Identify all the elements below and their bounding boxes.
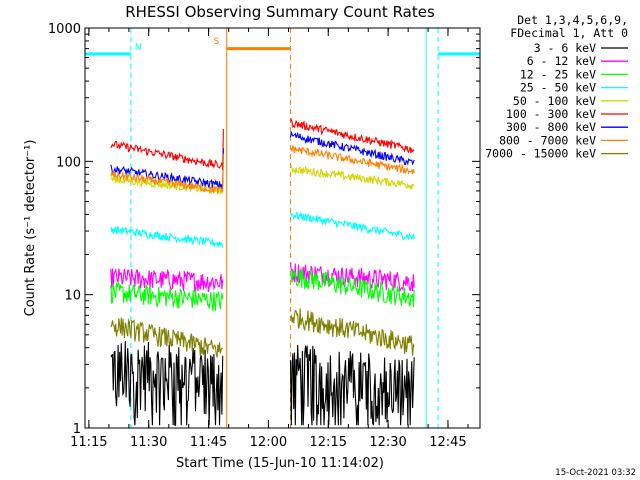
x-axis-label: Start Time (15-Jun-10 11:14:02) [176, 456, 384, 471]
legend-label-1: 3 - 6 keV [534, 41, 596, 55]
series-9 [110, 308, 415, 358]
y-tick-label: 1 [73, 422, 81, 437]
series-7-segment-1 [110, 148, 224, 190]
series-6-segment-2 [289, 118, 415, 154]
series-1-segment-2 [289, 344, 415, 426]
series-5-segment-1 [110, 153, 224, 195]
series-2-segment-1 [110, 268, 224, 293]
plot-area: NS [85, 28, 480, 428]
series-8-segment-2 [290, 145, 415, 175]
x-tick-label: 12:15 [310, 435, 347, 450]
series-6-segment-1 [110, 128, 224, 171]
x-tick-label: 11:15 [70, 435, 107, 450]
series-1-segment-1 [110, 341, 224, 426]
footer-date: 15-Oct-2021 03:32 [555, 468, 636, 478]
legend: Det 1,3,4,5,6,9, FDecimal 1, Att 0 3 - 6… [485, 13, 628, 161]
y-axis-label: Count Rate (s⁻¹ detector⁻¹) [23, 140, 38, 317]
series-1 [110, 341, 415, 426]
axes: 1 10 100 1000 11:15 11:30 11:45 12:00 12:15 12:30… [48, 22, 481, 450]
series-7 [110, 131, 415, 190]
x-tick-label: 12:30 [369, 435, 406, 450]
legend-label-3: 12 - 25 keV [520, 67, 596, 81]
x-tick-label: 12:45 [429, 435, 466, 450]
series-4 [110, 211, 415, 248]
series-3-segment-1 [110, 282, 224, 312]
plot-frame [84, 27, 481, 429]
series-8 [110, 145, 415, 195]
legend-label-9: 7000 - 15000 keV [485, 147, 596, 161]
x-tick-label: 12:00 [250, 435, 287, 450]
x-tick-label: 11:30 [130, 435, 167, 450]
x-tick-label: 11:45 [190, 435, 227, 450]
legend-label-2: 6 - 12 keV [527, 54, 596, 68]
legend-header-line-1: Det 1,3,4,5,6,9, [517, 13, 628, 27]
series-8-segment-1 [110, 153, 224, 195]
series-4-segment-1 [110, 226, 224, 248]
legend-label-8: 800 - 7000 keV [499, 133, 596, 147]
series-7-segment-2 [289, 131, 415, 166]
series-3-segment-2 [289, 268, 415, 308]
y-tick-label: 100 [56, 155, 81, 170]
series-9-segment-1 [110, 317, 223, 358]
legend-label-5: 50 - 100 keV [513, 94, 596, 108]
series-9-segment-2 [290, 308, 415, 356]
y-tick-label: 10 [64, 289, 81, 304]
series-3 [110, 268, 415, 312]
series-6 [110, 118, 415, 171]
chart-title: RHESSI Observing Summary Count Rates [125, 3, 435, 21]
series-5-segment-2 [290, 164, 415, 191]
legend-label-6: 100 - 300 keV [506, 107, 596, 121]
night-flag-label: N [135, 43, 142, 53]
legend-label-4: 25 - 50 keV [520, 81, 596, 95]
series-4-segment-2 [289, 211, 415, 241]
legend-label-7: 300 - 800 keV [506, 120, 596, 134]
legend-header-line-2: FDecimal 1, Att 0 [510, 26, 628, 40]
saa-flag-label: S [214, 37, 220, 47]
y-tick-label: 1000 [48, 22, 81, 37]
series-2 [110, 262, 415, 293]
